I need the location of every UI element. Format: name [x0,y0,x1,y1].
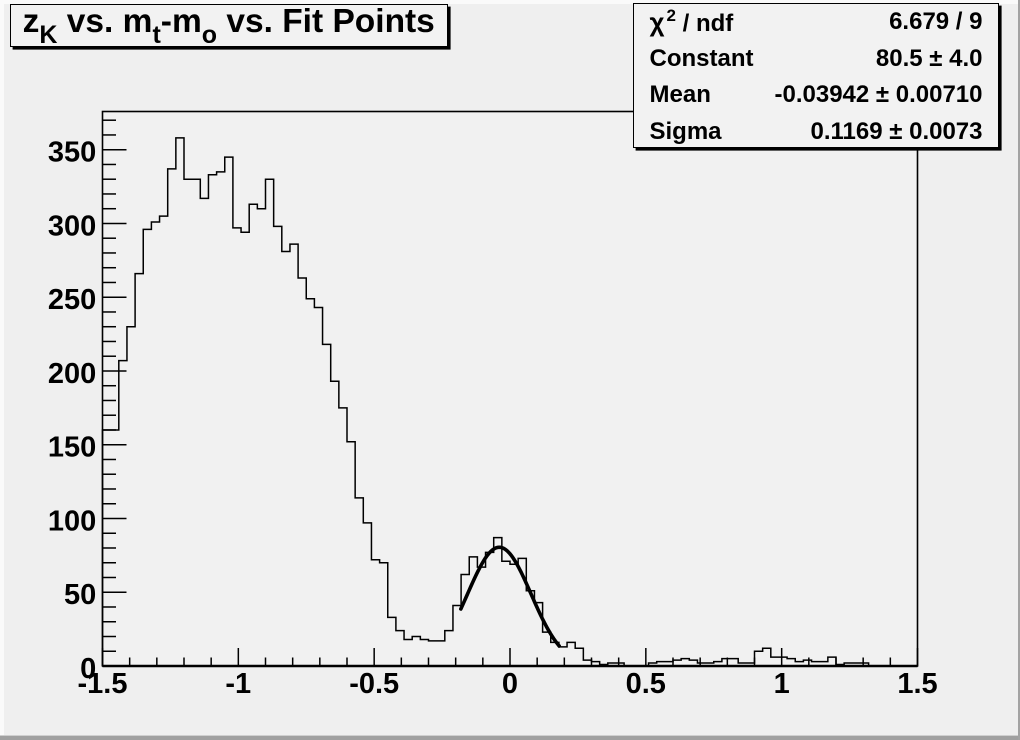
svg-text:-1.5: -1.5 [78,668,128,700]
svg-text:-1: -1 [225,668,251,700]
svg-text:1: 1 [774,668,790,700]
svg-text:1.5: 1.5 [897,668,937,700]
svg-text:0: 0 [502,668,518,700]
svg-text:250: 250 [48,284,96,316]
svg-text:150: 150 [48,432,96,464]
svg-text:50: 50 [64,579,96,611]
svg-text:300: 300 [48,210,96,242]
svg-text:350: 350 [48,137,96,169]
svg-text:-0.5: -0.5 [349,668,399,700]
svg-text:100: 100 [48,505,96,537]
svg-text:200: 200 [48,358,96,390]
svg-text:0: 0 [80,653,96,685]
svg-text:0.5: 0.5 [626,668,666,700]
